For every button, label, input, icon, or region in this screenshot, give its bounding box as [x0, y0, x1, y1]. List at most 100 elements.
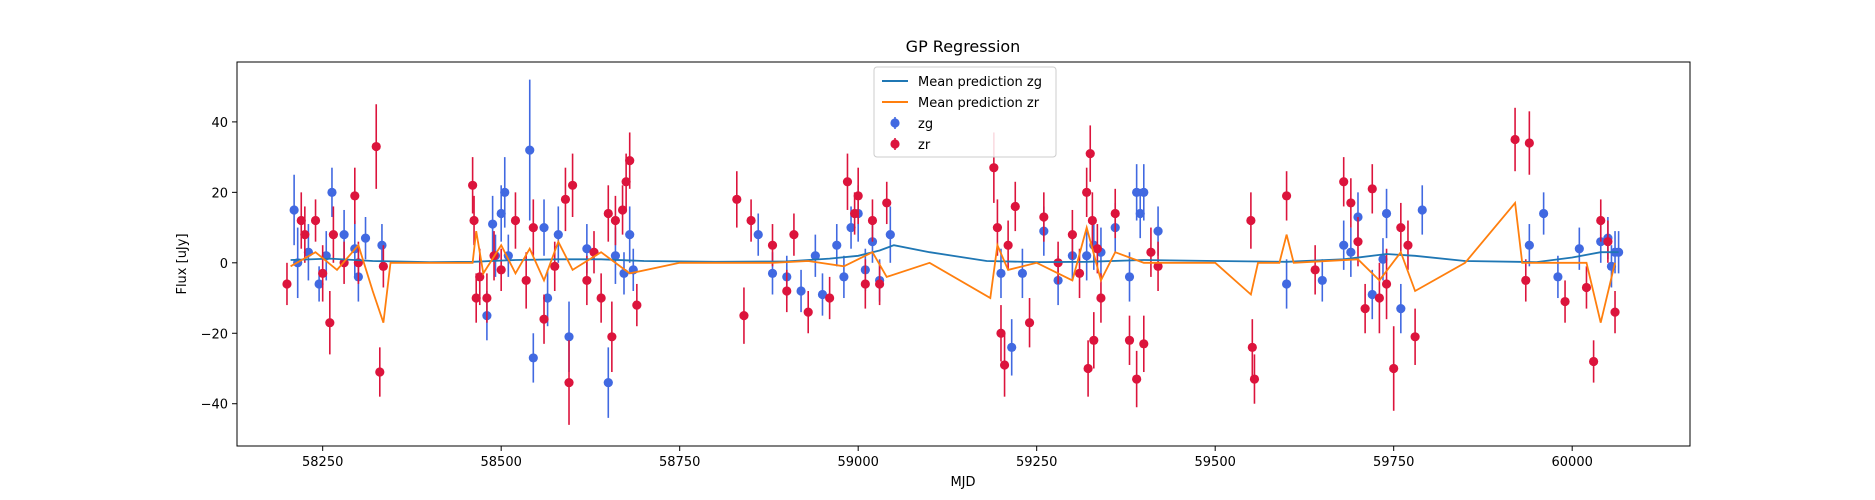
data-point — [328, 230, 338, 240]
data-point — [1146, 247, 1156, 257]
data-point — [767, 240, 778, 250]
data-point — [832, 240, 842, 250]
data-point — [882, 198, 892, 208]
data-point — [1589, 356, 1599, 367]
data-point — [1381, 279, 1392, 289]
data-point — [1396, 304, 1406, 314]
x-tick-label: 59250 — [1016, 455, 1057, 470]
legend: Mean prediction zg Mean prediction zr zg zr — [873, 66, 1057, 158]
data-point — [582, 275, 592, 286]
data-point — [564, 377, 574, 388]
data-point — [310, 215, 321, 226]
data-point — [1346, 198, 1356, 208]
data-point — [803, 307, 813, 317]
data-point — [488, 219, 498, 229]
data-point — [996, 268, 1006, 278]
data-point — [1153, 261, 1163, 271]
data-point — [1024, 318, 1035, 328]
data-point — [625, 156, 635, 166]
data-point — [1610, 307, 1620, 317]
x-tick-label: 59000 — [838, 455, 879, 470]
data-point — [1139, 339, 1149, 349]
data-point — [1378, 254, 1388, 264]
data-point — [1003, 240, 1013, 250]
data-point — [1553, 272, 1563, 282]
legend-swatch — [890, 118, 900, 128]
data-point — [992, 222, 1003, 233]
y-axis-label: Flux [uJy] — [175, 233, 190, 294]
data-point — [875, 279, 885, 289]
data-point — [1510, 134, 1520, 145]
data-point — [521, 275, 531, 286]
x-tick-label: 59500 — [1195, 455, 1236, 470]
data-point — [596, 293, 606, 303]
data-point — [1524, 240, 1534, 250]
x-tick-label: 58750 — [659, 455, 700, 470]
data-point — [885, 230, 895, 240]
data-point — [1317, 275, 1327, 286]
data-point — [1353, 237, 1363, 247]
data-point — [842, 177, 853, 187]
data-point — [860, 279, 870, 289]
data-point — [550, 261, 560, 271]
data-point — [839, 272, 849, 282]
series-zr — [282, 104, 1620, 425]
data-point — [810, 251, 820, 261]
data-point — [867, 215, 878, 226]
data-point — [989, 163, 999, 173]
data-point — [1139, 187, 1149, 197]
data-point — [327, 187, 337, 197]
data-point — [1367, 184, 1377, 194]
data-point — [617, 205, 628, 215]
data-point — [1132, 374, 1142, 384]
data-point — [610, 251, 621, 261]
data-point — [539, 222, 549, 233]
x-axis-label: MJD — [950, 475, 975, 490]
plot-series — [282, 79, 1624, 425]
data-point — [1082, 187, 1092, 197]
data-point — [371, 141, 381, 152]
data-point — [1089, 335, 1099, 345]
data-point — [525, 145, 535, 155]
data-point — [1092, 244, 1102, 254]
data-point — [1039, 212, 1049, 222]
data-point — [377, 240, 387, 250]
data-point — [539, 314, 549, 324]
data-point — [1524, 138, 1534, 148]
data-point — [1281, 279, 1292, 289]
data-point — [296, 215, 306, 226]
data-point — [1539, 208, 1549, 219]
data-point — [1381, 208, 1392, 219]
data-point — [496, 208, 506, 219]
data-point — [1346, 247, 1356, 257]
data-point — [471, 293, 481, 303]
x-tick-label: 59750 — [1373, 455, 1414, 470]
x-tick-label: 60000 — [1552, 455, 1593, 470]
data-point — [375, 367, 385, 377]
data-point — [1339, 177, 1349, 187]
data-point — [496, 265, 506, 275]
data-point — [1074, 268, 1085, 278]
data-point — [603, 377, 613, 388]
data-point — [528, 222, 538, 233]
data-point — [1310, 265, 1320, 275]
data-point — [510, 215, 521, 226]
legend-box — [873, 66, 1057, 158]
data-point — [325, 318, 335, 328]
data-point — [767, 268, 778, 278]
data-point — [314, 279, 324, 289]
legend-entry: zg — [918, 117, 933, 132]
data-point — [603, 208, 613, 219]
data-point — [1353, 212, 1363, 222]
data-point — [1360, 304, 1370, 314]
data-point — [1247, 342, 1257, 352]
data-point — [1153, 226, 1163, 236]
data-point — [753, 230, 763, 240]
legend-swatch — [890, 139, 900, 149]
data-point — [607, 332, 617, 342]
data-point — [1010, 201, 1020, 212]
data-point — [378, 261, 388, 271]
data-point — [1096, 293, 1106, 303]
data-point — [1249, 374, 1260, 384]
x-tick-label: 58500 — [481, 455, 522, 470]
